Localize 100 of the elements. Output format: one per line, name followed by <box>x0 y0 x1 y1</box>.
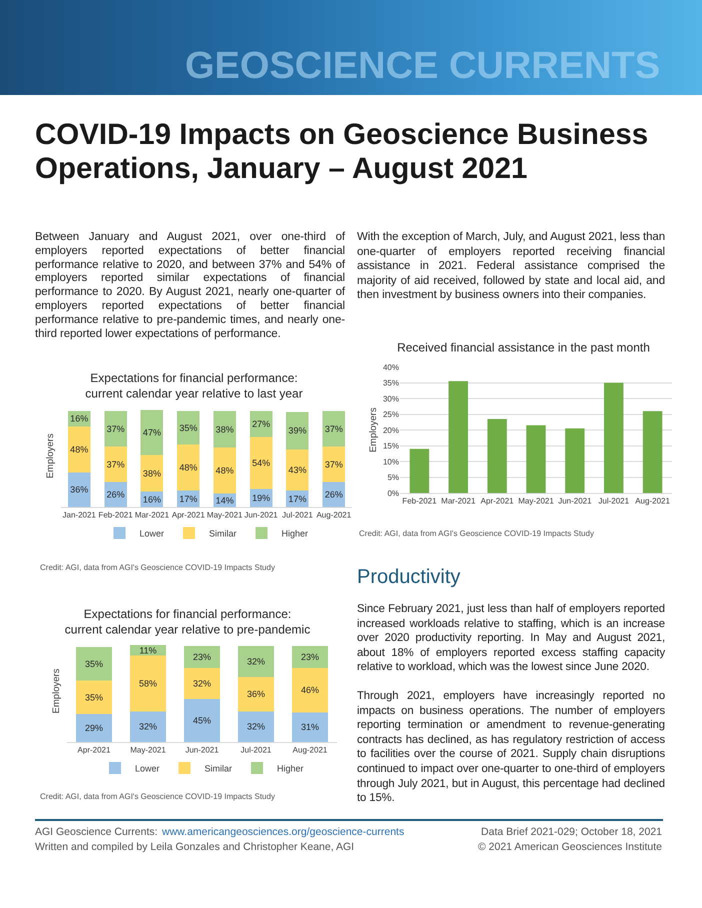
text: Through 2021, employers have increasingly reported no impacts on business operations. The number of employers reporting termination or amendment to revenue-generating contracts has declined, as has regulatory restriction of access to facilities over the course of 2021. Supply chain disruptions continued to impact over one-quarter to one-third of employers through July 2021, but in August, this percentage had declined to 15%. <box>357 688 665 806</box>
data-label: 17% <box>179 494 198 504</box>
x-tick-label: May-2021 <box>130 746 166 755</box>
x-tick-label: Jan-2021 <box>62 510 96 520</box>
data-label: 37% <box>324 459 343 470</box>
data-label: 45% <box>192 715 212 726</box>
bar <box>130 656 166 712</box>
x-tick-label: Mar-2021 <box>134 510 170 520</box>
data-label: 29% <box>84 723 104 734</box>
text: Credit: AGI, data from AGI's Geoscience COVID-19 Impacts Study <box>359 529 594 538</box>
legend-label: Similar <box>204 764 232 774</box>
bar <box>140 410 164 456</box>
bar <box>238 646 274 677</box>
x-tick-label: Apr-2021 <box>78 746 111 755</box>
x-tick-label: Apr-2021 <box>480 496 514 506</box>
legend-label: Lower <box>140 528 164 539</box>
data-label: 48% <box>70 444 88 454</box>
y-tick-label: 30% <box>382 394 399 404</box>
bar <box>322 411 346 447</box>
data-label: 32% <box>138 722 158 732</box>
bar <box>238 676 274 712</box>
data-label: 35% <box>179 422 198 433</box>
bar <box>68 426 90 472</box>
legend-label: Lower <box>135 764 160 774</box>
x-tick-label: Feb-2021 <box>402 496 438 506</box>
bar <box>322 446 346 482</box>
data-label: 46% <box>300 685 320 696</box>
x-tick-label: Aug-2021 <box>316 510 352 520</box>
x-tick-label: Jun-2021 <box>244 510 278 520</box>
bar <box>604 382 624 493</box>
y-tick-label: 40% <box>382 362 399 372</box>
data-label: 14% <box>216 495 234 506</box>
data-label: 16% <box>70 414 88 424</box>
text: Between January and August 2021, over one-third of employers reported expectations of better financial performance relative to 2020, and between 37% and 54% of employers reported similar expectations of financial performance to 2020. By August 2021, nearly one-quarter of employers reported expectations of better financial performance relative to pre-pandemic times, and nearly one-third reported lower expectations of performance. <box>35 231 345 342</box>
data-label: 31% <box>300 722 320 732</box>
bar <box>177 444 200 491</box>
y-tick-label: 35% <box>382 378 399 388</box>
legend-label: Higher <box>277 764 304 774</box>
data-label: 17% <box>288 494 306 504</box>
bar <box>184 646 220 668</box>
bar <box>104 411 127 447</box>
bar <box>104 446 127 482</box>
data-label: 32% <box>246 722 266 732</box>
bar <box>642 411 662 493</box>
data-label: 37% <box>324 424 343 434</box>
bar <box>140 455 164 492</box>
text: Data Brief 2021-029; October 18, 2021 <box>481 826 662 839</box>
bar <box>292 646 328 668</box>
bar <box>76 647 112 681</box>
bar <box>130 711 166 742</box>
bar <box>286 412 309 450</box>
chart-title: Expectations for financial performance: current calendar year relative to pre-pandemic <box>64 607 310 637</box>
x-tick-label: Aug-2021 <box>635 496 670 506</box>
bar <box>68 472 90 507</box>
x-tick-label: Feb-2021 <box>98 510 134 520</box>
data-label: 47% <box>142 428 161 438</box>
data-label: 16% <box>142 494 161 504</box>
data-label: 26% <box>324 490 343 500</box>
bar <box>286 449 309 491</box>
data-label: 39% <box>288 426 306 436</box>
x-tick-label: Jun-2021 <box>558 496 592 506</box>
data-label: 26% <box>106 490 125 500</box>
data-label: 38% <box>216 424 234 434</box>
y-tick-label: 0% <box>387 488 399 498</box>
bar <box>250 436 272 489</box>
data-label: 43% <box>288 465 306 476</box>
bar <box>410 448 430 493</box>
data-label: 38% <box>142 468 161 478</box>
text: Since February 2021, just less than half of employers reported increased workloads relative to staffing, which is an increase over 2020 productivity reporting. In May and August 2021, about 18% of employers reported excess staffing capacity relative to workload, which was the lowest since June 2020. <box>357 602 665 675</box>
x-tick-label: May-2021 <box>518 496 554 506</box>
data-label: 48% <box>216 466 234 476</box>
bar <box>76 714 112 742</box>
x-tick-label: May-2021 <box>206 510 244 520</box>
text: GEOSCIENCE CURRENTS <box>185 44 660 88</box>
bar <box>238 711 274 742</box>
data-label: 27% <box>252 419 270 430</box>
y-axis-title: Employers <box>45 433 56 478</box>
text: COVID-19 Impacts on Geoscience Business Operations, January – August 2021 <box>35 118 650 186</box>
text: Productivity <box>357 565 462 589</box>
text: Credit: AGI, data from AGI's Geoscience COVID-19 Impacts Study <box>40 792 275 801</box>
text: Written and compiled by Leila Gonzales and Christopher Keane, AGI <box>35 841 354 854</box>
data-label: 19% <box>252 492 270 503</box>
text: © 2021 American Geosciences Institute <box>478 841 662 854</box>
bar <box>177 411 200 445</box>
x-tick-label: Jul-2021 <box>240 746 272 755</box>
data-label: 36% <box>246 689 266 700</box>
data-label: 23% <box>300 652 320 662</box>
x-tick-label: Jul-2021 <box>282 510 314 520</box>
y-tick-label: 5% <box>387 473 399 482</box>
data-label: 23% <box>192 652 212 662</box>
data-label: 58% <box>138 678 158 688</box>
data-label: 54% <box>252 458 270 468</box>
bar <box>213 448 236 494</box>
bar <box>184 698 220 742</box>
bar <box>213 411 236 448</box>
bar <box>526 425 546 493</box>
x-tick-label: Apr-2021 <box>172 510 206 520</box>
data-label: 35% <box>84 692 104 702</box>
data-label: 48% <box>179 462 198 473</box>
y-tick-label: 10% <box>382 457 399 466</box>
